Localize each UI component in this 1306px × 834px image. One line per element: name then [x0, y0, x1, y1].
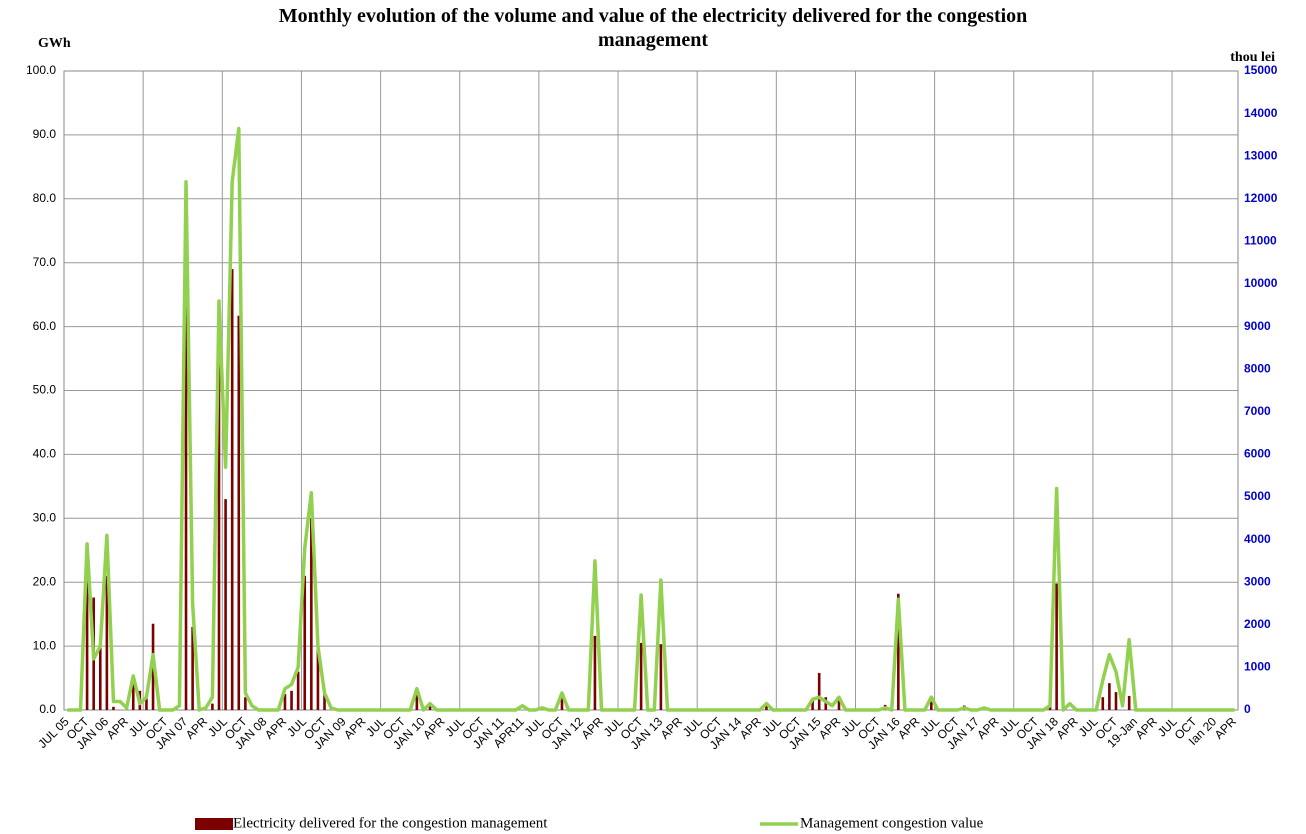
y2-tick-label: 5000	[1244, 489, 1271, 503]
bar	[244, 697, 247, 710]
y-tick-label: 70.0	[33, 255, 57, 269]
bar	[560, 697, 564, 710]
y2-tick-label: 8000	[1244, 361, 1271, 375]
bar	[98, 646, 102, 710]
y2-tick-label: 14000	[1244, 106, 1278, 120]
y-axis-label: GWh	[38, 36, 71, 51]
y-tick-label: 90.0	[33, 127, 57, 141]
bar	[296, 671, 300, 710]
bar	[1101, 697, 1105, 710]
bar	[1108, 683, 1111, 710]
chart-title: Monthly evolution of the volume and valu…	[278, 5, 1028, 51]
y-tick-label: 40.0	[33, 447, 57, 461]
bar	[1127, 695, 1131, 710]
y-tick-label: 30.0	[33, 510, 57, 524]
bar	[639, 642, 643, 710]
bar	[303, 575, 307, 710]
y2-tick-label: 11000	[1244, 234, 1277, 248]
line	[67, 126, 1235, 712]
legend-swatch	[195, 818, 233, 830]
bar	[837, 700, 841, 710]
y-tick-label: 60.0	[33, 319, 57, 333]
bar	[112, 706, 115, 710]
y-tick-label: 20.0	[33, 574, 57, 588]
bar	[323, 690, 326, 710]
bar	[428, 703, 432, 710]
bar	[145, 697, 148, 710]
bar	[283, 694, 287, 710]
y2-axis-label: thou lei	[1230, 50, 1275, 65]
y-tick-label: 80.0	[33, 191, 57, 205]
bar	[184, 307, 188, 710]
y2-tick-label: 13000	[1244, 148, 1278, 162]
bar	[593, 635, 597, 710]
bar	[224, 499, 227, 710]
y-tick-label: 100.0	[26, 63, 56, 77]
y2-tick-label: 2000	[1244, 617, 1271, 631]
legend-label: Electricity delivered for the congestion…	[233, 815, 548, 831]
bar	[659, 644, 663, 710]
y-tick-label: 0.0	[39, 702, 56, 716]
y2-tick-label: 7000	[1244, 404, 1271, 418]
bar	[811, 700, 814, 710]
bar	[85, 550, 89, 710]
bar	[230, 269, 234, 710]
bar	[131, 681, 135, 710]
bar	[824, 697, 828, 710]
bar	[1114, 692, 1118, 710]
bar	[310, 518, 313, 710]
y2-tick-label: 10000	[1244, 276, 1278, 290]
bar	[290, 690, 293, 710]
bar	[1055, 583, 1058, 710]
legend-label: Management congestion value	[800, 815, 984, 831]
bar	[897, 593, 900, 710]
bar	[316, 646, 320, 710]
bar	[191, 626, 194, 710]
bar	[217, 326, 221, 710]
bar	[415, 687, 419, 710]
x-tick-label: APR	[1212, 714, 1240, 742]
y2-tick-label: 6000	[1244, 447, 1271, 461]
y-tick-label: 10.0	[33, 638, 57, 652]
bar	[817, 672, 821, 710]
bar	[237, 315, 241, 710]
y2-tick-label: 9000	[1244, 319, 1271, 333]
y2-tick-label: 3000	[1244, 574, 1271, 588]
y2-tick-label: 15000	[1244, 63, 1278, 77]
y2-tick-label: 0	[1244, 702, 1251, 716]
y2-tick-label: 1000	[1244, 660, 1271, 674]
bar	[765, 703, 768, 710]
y2-tick-label: 4000	[1244, 532, 1271, 546]
bar	[211, 703, 214, 710]
y-tick-label: 50.0	[33, 383, 57, 397]
bar	[105, 575, 109, 710]
y2-tick-label: 12000	[1244, 191, 1278, 205]
bar	[930, 701, 933, 710]
